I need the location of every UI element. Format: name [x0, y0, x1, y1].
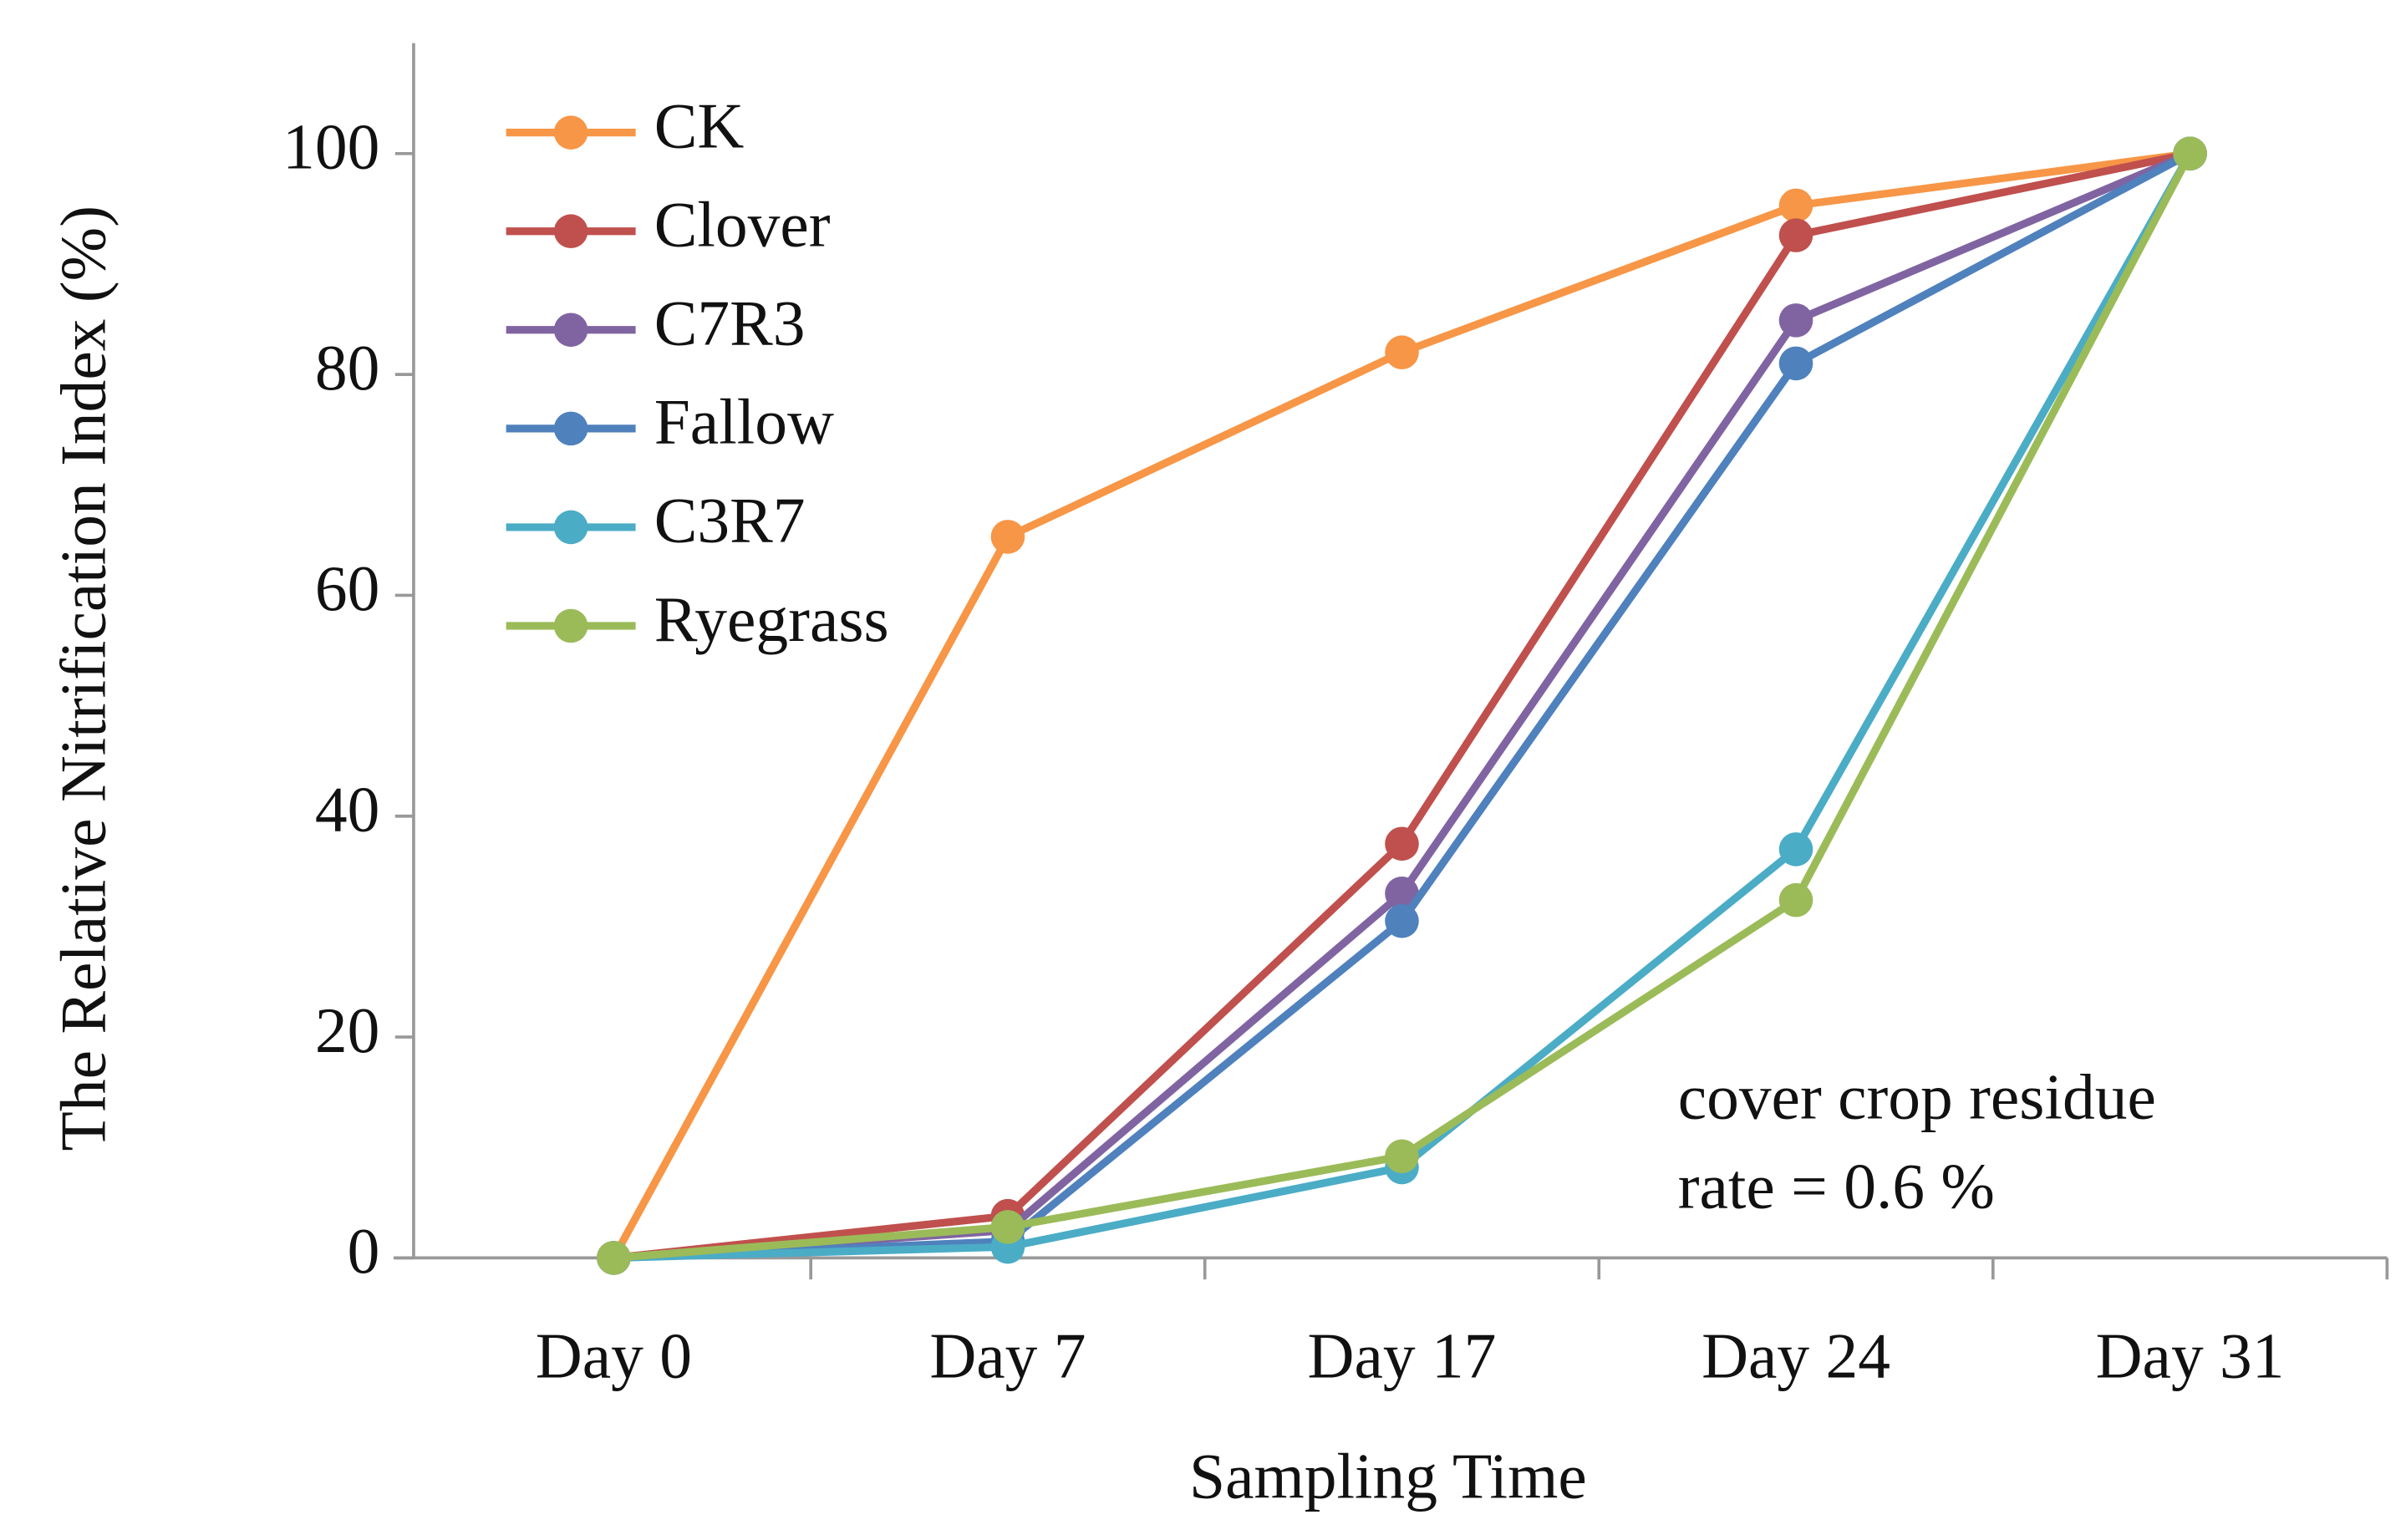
legend-label: Fallow — [654, 386, 834, 458]
y-tick-label: 40 — [315, 774, 379, 846]
data-point — [1778, 218, 1813, 252]
data-point — [1778, 832, 1813, 867]
y-tick-label: 80 — [315, 332, 379, 404]
annotation: rate = 0.6 % — [1678, 1151, 1995, 1222]
data-point — [990, 520, 1025, 554]
y-tick-label: 60 — [315, 552, 379, 624]
x-tick-label: Day 24 — [1701, 1320, 1890, 1392]
data-point — [1778, 303, 1813, 338]
data-point — [1385, 1139, 1419, 1174]
legend-label: C7R3 — [654, 287, 806, 359]
legend-label: C3R7 — [654, 485, 806, 557]
annotation: cover crop residue — [1678, 1061, 2156, 1133]
y-tick-label: 20 — [315, 994, 379, 1066]
data-point — [597, 1241, 631, 1275]
x-axis-title: Sampling Time — [1189, 1441, 1587, 1512]
y-tick-label: 100 — [282, 111, 379, 183]
data-point — [2173, 136, 2207, 171]
x-tick-label: Day 31 — [2096, 1320, 2285, 1392]
data-point — [1385, 904, 1419, 938]
legend-label: CK — [654, 89, 745, 161]
legend-marker — [553, 115, 588, 150]
legend-marker — [553, 510, 588, 545]
data-point — [1778, 346, 1813, 381]
x-tick-label: Day 17 — [1308, 1320, 1497, 1392]
legend-label: Clover — [654, 189, 831, 261]
legend-marker — [553, 608, 588, 643]
data-point — [990, 1210, 1025, 1244]
y-tick-label: 0 — [348, 1215, 380, 1287]
data-point — [1778, 188, 1813, 223]
y-axis-title: The Relative Nitrification Index (%) — [47, 206, 119, 1151]
x-tick-label: Day 7 — [929, 1320, 1086, 1392]
x-tick-label: Day 0 — [536, 1320, 692, 1392]
legend-marker — [553, 411, 588, 446]
legend-marker — [553, 214, 588, 249]
data-point — [1385, 335, 1419, 369]
data-point — [1385, 876, 1419, 911]
data-point — [1385, 826, 1419, 861]
legend-marker — [553, 313, 588, 348]
data-point — [1778, 882, 1813, 917]
legend-label: Ryegrass — [654, 583, 889, 655]
